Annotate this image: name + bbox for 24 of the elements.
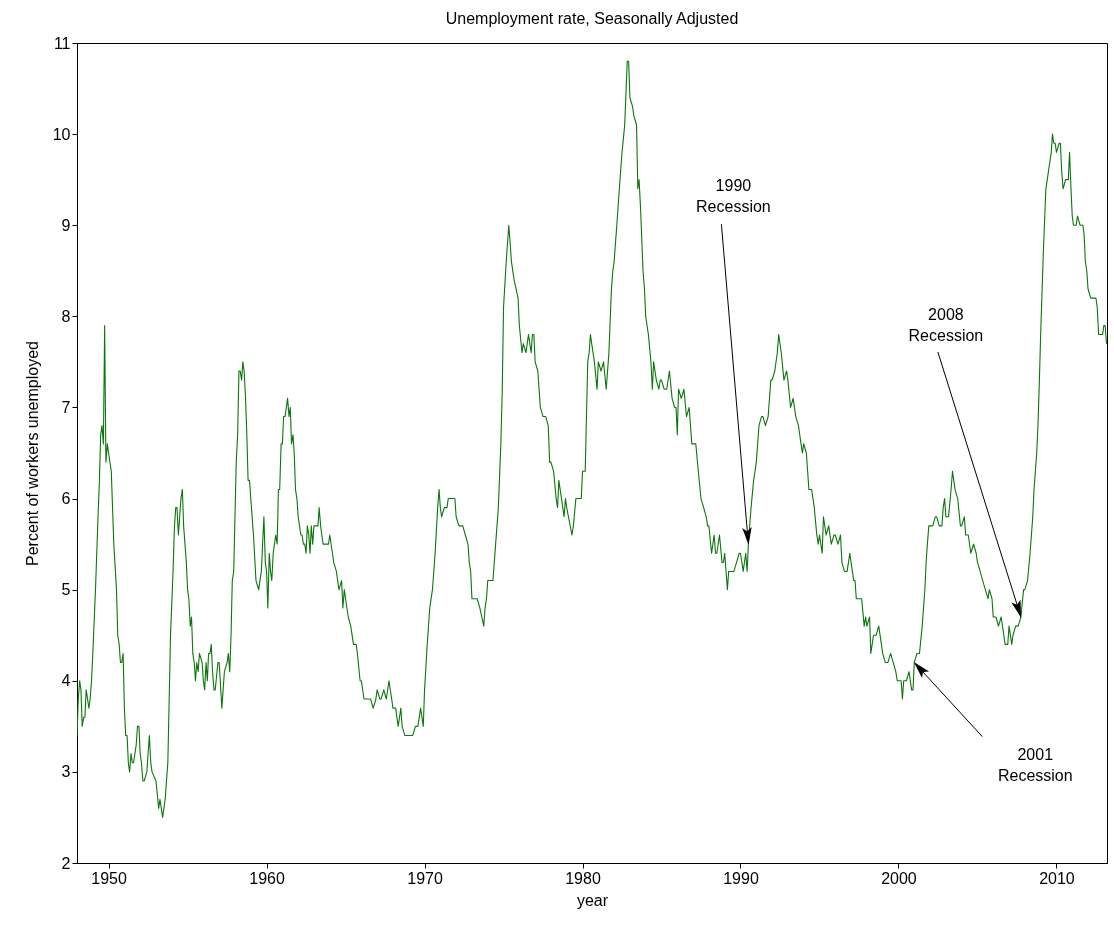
x-tick-label: 1970 [407, 869, 443, 887]
chart-title: Unemployment rate, Seasonally Adjusted [445, 10, 739, 27]
y-tick-label: 7 [61, 398, 71, 416]
x-tick-label: 2010 [1039, 869, 1075, 887]
x-tick-label: 1980 [565, 869, 601, 887]
x-tick-label: 2000 [881, 869, 917, 887]
x-tick-label: 1960 [249, 869, 285, 887]
y-tick-label: 4 [61, 672, 71, 690]
y-tick-label: 6 [61, 490, 71, 508]
y-tick-label: 9 [61, 216, 71, 234]
y-axis-title: Percent of workers unemployed [23, 341, 41, 566]
x-tick-label: 1990 [723, 869, 759, 887]
y-tick-label: 8 [61, 307, 71, 325]
annotation: 2008 Recession [908, 306, 984, 344]
y-tick-label: 3 [61, 763, 71, 781]
x-axis-title: year [576, 891, 609, 909]
y-tick-label: 11 [53, 34, 71, 52]
y-tick-label: 2 [61, 854, 71, 872]
line-series [77, 60, 1107, 818]
y-tick-label: 5 [61, 581, 71, 599]
annotation: 2001 Recession [997, 745, 1073, 784]
y-tick-label: 10 [52, 125, 71, 143]
x-tick-label: 1950 [91, 869, 127, 887]
annotation: 1990 Recession [696, 177, 771, 216]
